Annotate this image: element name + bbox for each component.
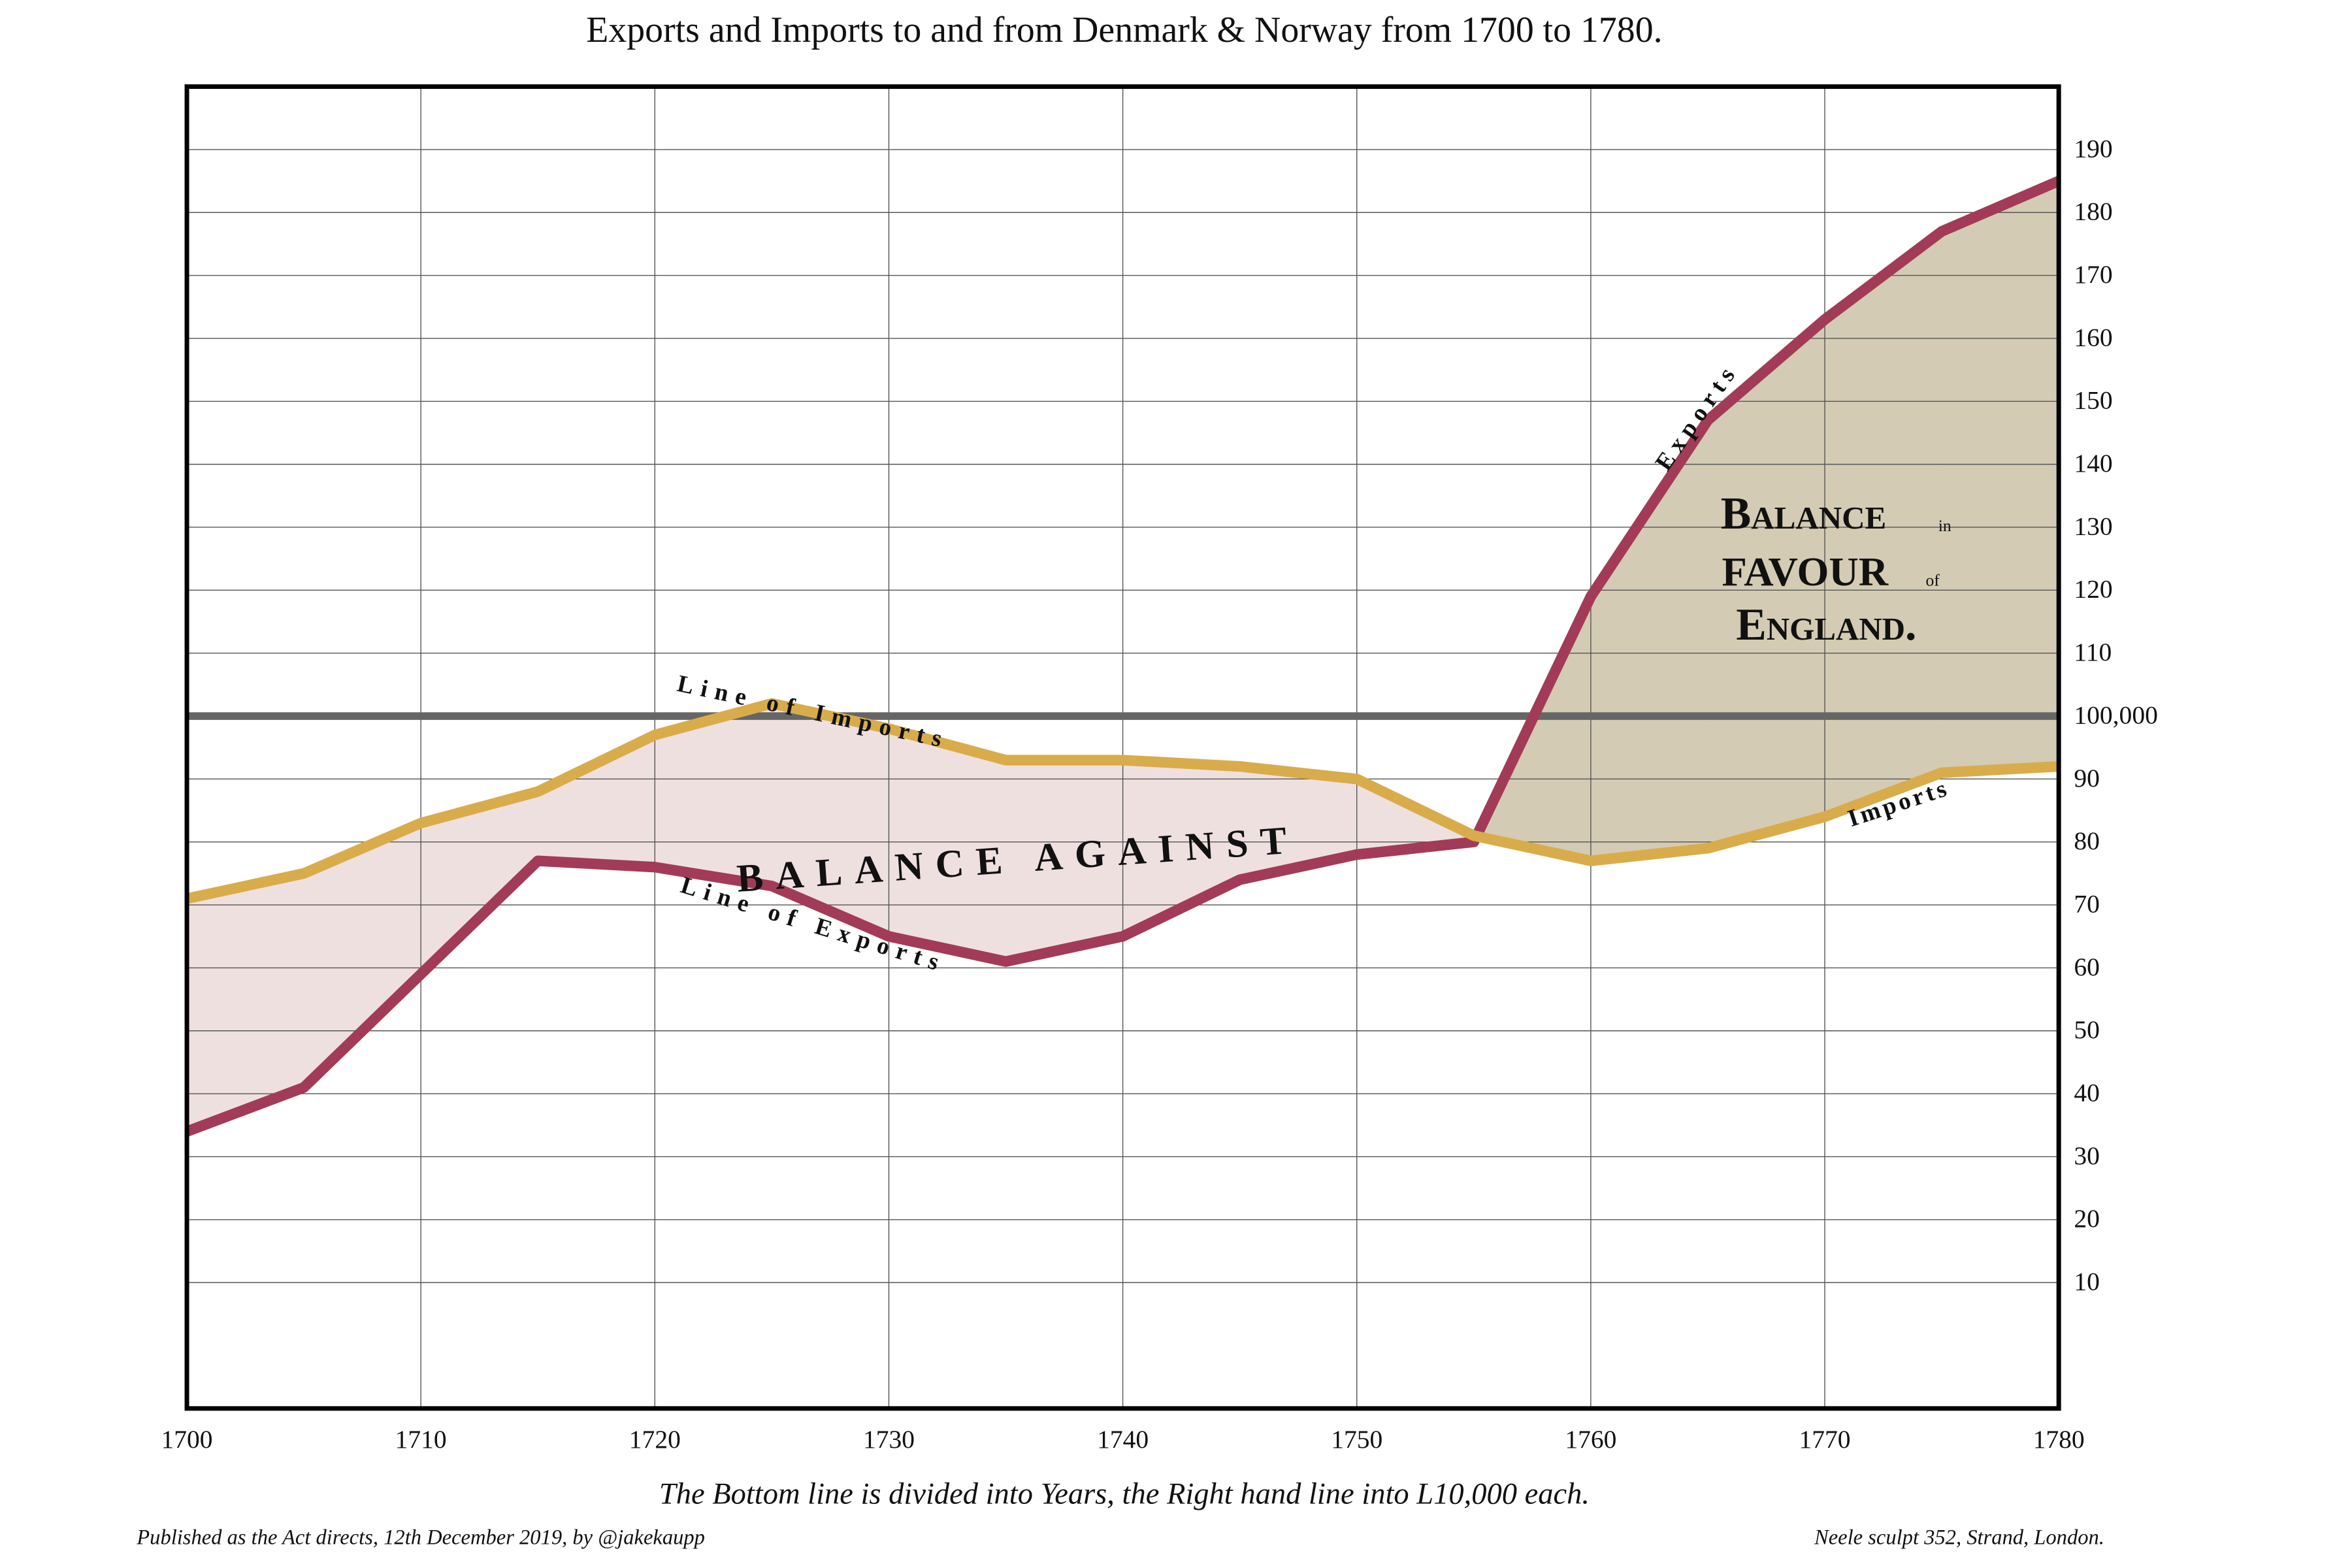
y-tick-label: 60	[2074, 953, 2100, 981]
y-tick-label: 10	[2074, 1267, 2100, 1296]
data-line	[186, 698, 2059, 904]
y-tick-label: 150	[2074, 386, 2112, 415]
y-tick-label: 170	[2074, 260, 2112, 289]
y-tick-label: 50	[2074, 1015, 2100, 1044]
y-tick-label: 40	[2074, 1078, 2100, 1107]
y-tick-label: 110	[2074, 638, 2112, 666]
y-tick-label: 70	[2074, 889, 2100, 918]
balance-area	[1941, 180, 2059, 774]
annotation: of	[1925, 571, 1940, 590]
x-tick-label: 1730	[863, 1425, 915, 1454]
annotation: in	[1938, 516, 1952, 535]
x-tick-label: 1770	[1799, 1425, 1851, 1454]
y-tick-label: 30	[2074, 1141, 2100, 1170]
x-tick-label: 1780	[2033, 1425, 2085, 1454]
data-line	[185, 176, 2061, 1137]
x-tick-label: 1760	[1565, 1425, 1616, 1454]
annotation: Favour	[1722, 549, 1889, 595]
credit: Published as the Act directs, 12th Decem…	[136, 1526, 705, 1549]
x-tick-label: 1710	[395, 1425, 447, 1454]
balance-area	[537, 734, 655, 868]
balance-area	[1590, 419, 1708, 862]
x-tick-label: 1700	[161, 1425, 213, 1454]
y-tick-label: 160	[2074, 323, 2112, 351]
annotation: Balance	[1721, 489, 1886, 539]
y-tick-label: 20	[2074, 1204, 2100, 1233]
balance-area	[771, 703, 890, 938]
x-tick-label: 1750	[1331, 1425, 1382, 1454]
y-tick-label: 120	[2074, 575, 2112, 604]
chart-title: Exports and Imports to and from Denmark …	[586, 10, 1662, 50]
y-tick-label: 140	[2074, 449, 2112, 478]
x-axis-label: The Bottom line is divided into Years, t…	[659, 1477, 1590, 1511]
plot-frame	[184, 84, 2061, 1411]
y-tick-label: 90	[2074, 764, 2100, 792]
y-tick-label: 180	[2074, 197, 2112, 226]
y-tick-label: 130	[2074, 512, 2112, 540]
x-tick-label: 1740	[1097, 1425, 1149, 1454]
y-tick-label: 190	[2074, 134, 2112, 163]
y-tick-label: 80	[2074, 826, 2100, 855]
y-tick-label: 100,000	[2074, 700, 2157, 729]
x-tick-label: 1720	[629, 1425, 681, 1454]
credit: Neele sculpt 352, Strand, London.	[1814, 1526, 2104, 1549]
annotation: England.	[1736, 600, 1916, 650]
